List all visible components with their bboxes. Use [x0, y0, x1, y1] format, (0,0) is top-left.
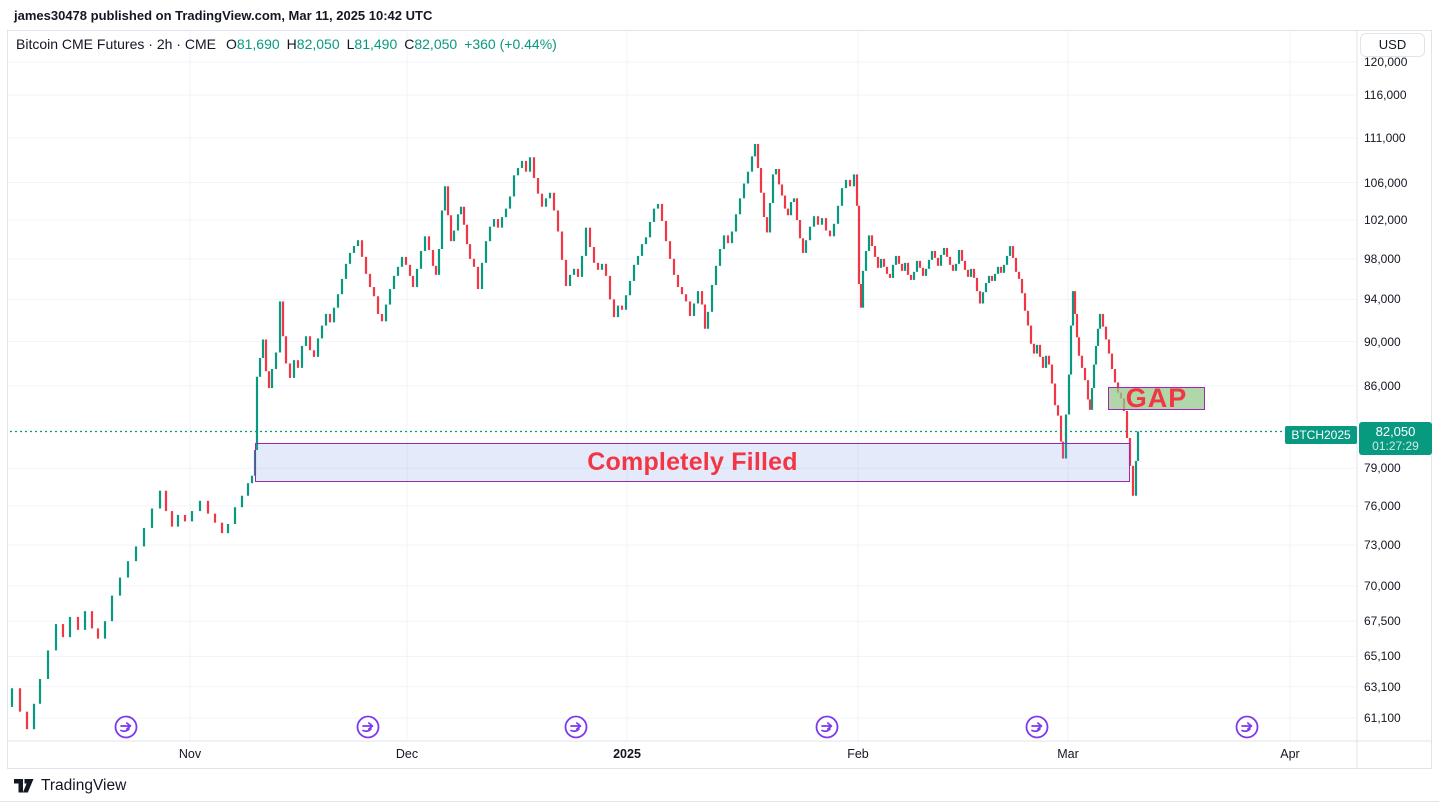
- ohlc-o: O81,690: [225, 36, 280, 52]
- time-tick-label: Nov: [178, 747, 202, 761]
- price-tick-label: 120,000: [1364, 55, 1408, 70]
- gap-zone[interactable]: GAP: [1108, 383, 1205, 413]
- price-tick-label: 106,000: [1364, 175, 1408, 190]
- ohlc-l: L81,490: [346, 36, 398, 52]
- price-tick-label: 102,000: [1364, 212, 1408, 227]
- tradingview-logo-icon: [14, 779, 34, 793]
- price-tick-label: 70,000: [1364, 578, 1401, 593]
- currency-unit-button[interactable]: USD: [1360, 33, 1425, 57]
- attribution-text: james30478 published on TradingView.com,…: [14, 8, 433, 23]
- price-tick-label: 98,000: [1364, 251, 1401, 266]
- tradingview-logo[interactable]: TradingView: [14, 777, 126, 795]
- bar-countdown: 01:27:29: [1372, 438, 1419, 453]
- time-tick-label: 2025: [613, 747, 641, 761]
- ohlc-h: H82,050: [286, 36, 340, 52]
- attribution-bar: james30478 published on TradingView.com,…: [0, 0, 1439, 30]
- tradingview-brand-text: TradingView: [41, 777, 127, 794]
- last-price-label: 82,050 01:27:29: [1359, 421, 1432, 455]
- contract-price-flag: BTCH2025: [1285, 426, 1357, 445]
- last-price-value: 82,050: [1375, 423, 1416, 439]
- price-tick-label: 65,100: [1364, 649, 1401, 664]
- price-tick-label: 86,000: [1364, 378, 1401, 393]
- time-tick-label: Mar: [1057, 747, 1079, 761]
- price-tick-label: 63,100: [1364, 679, 1401, 694]
- filled-gap-zone[interactable]: Completely Filled: [255, 443, 1130, 482]
- change-value: +360 (+0.44%): [464, 36, 557, 52]
- price-tick-label: 116,000: [1364, 88, 1407, 102]
- price-tick-label: 73,000: [1364, 538, 1401, 553]
- gap-zone-label: GAP: [1125, 383, 1188, 414]
- price-tick-label: 90,000: [1364, 334, 1401, 349]
- time-tick-label: Feb: [847, 747, 869, 761]
- price-tick-label: 94,000: [1364, 292, 1401, 307]
- time-tick-label: Apr: [1280, 747, 1300, 761]
- time-tick-label: Dec: [395, 747, 419, 761]
- price-tick-label: 67,500: [1364, 614, 1401, 629]
- price-tick-label: 61,100: [1364, 711, 1401, 725]
- price-tick-label: 79,000: [1364, 461, 1401, 476]
- price-tick-label: 111,000: [1364, 130, 1406, 145]
- chart-legend[interactable]: Bitcoin CME Futures · 2h · CME O81,690 H82…: [16, 36, 557, 52]
- footer-bar: TradingView: [0, 769, 1439, 802]
- ohlc-c: C82,050: [404, 36, 458, 52]
- price-tick-label: 76,000: [1364, 498, 1401, 513]
- filled-gap-zone-label: Completely Filled: [587, 448, 798, 477]
- symbol-title[interactable]: Bitcoin CME Futures · 2h · CME: [16, 36, 216, 52]
